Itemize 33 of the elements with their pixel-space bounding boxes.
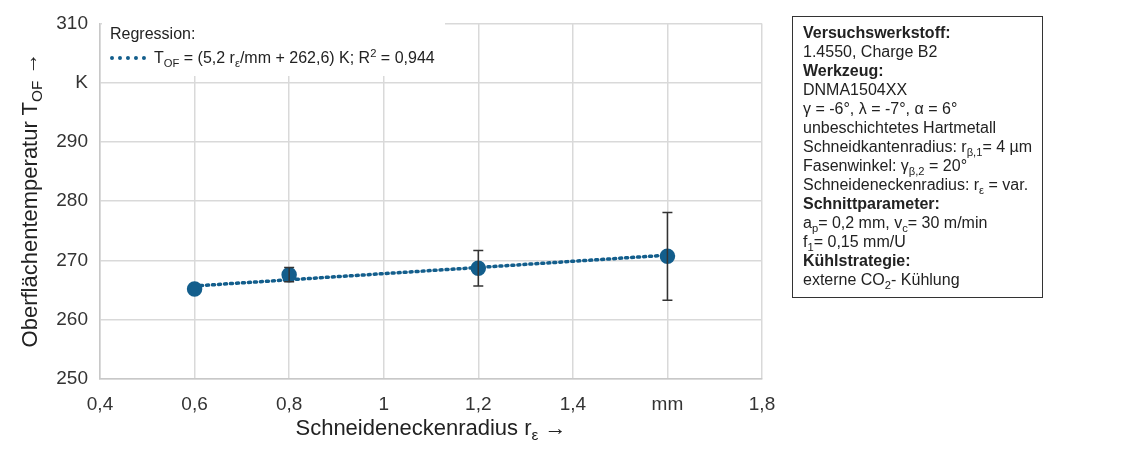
text: γ = -6°, λ = -7°, α = 6° — [803, 99, 959, 118]
y-tick-label: 270 — [56, 248, 88, 270]
text: Werkzeug: — [803, 61, 885, 80]
x-tick-label: 0,6 — [181, 392, 208, 414]
x-tick-label: 1,2 — [465, 392, 492, 414]
y-tick-label: 290 — [56, 130, 88, 152]
x-tick-label: 0,8 — [275, 392, 303, 414]
y-tick-label: K — [75, 70, 89, 92]
y-tick-label: 310 — [56, 11, 88, 33]
text: Schneideneckenradius: r$_{ε}$ = var. — [803, 176, 1030, 197]
text: Schnittparameter: — [803, 195, 940, 212]
x-tick-label: mm — [651, 392, 684, 414]
x-axis-title: Schneideneckenradius r$_{ε}$ → — [295, 415, 567, 444]
text: a$_{p}$= 0,2 mm, v$_{c}$= 30 m/min — [803, 213, 989, 235]
point — [186, 281, 203, 297]
legend-label: T$_{OF}$ = (5,2 r$_{ε}$/mm + 262,6) K; R$^{2}$ = 0,944 — [154, 46, 435, 70]
text: unbeschichtetes Hartmetall — [803, 118, 997, 137]
text: Schneidkantenradius: r$_{β,1}$= 4 µm — [803, 137, 1033, 159]
text: f$_{1}$= 0,15 mm/U — [803, 233, 907, 254]
text: Fasenwinkel: γ$_{β,2}$ = 20° — [803, 157, 968, 178]
text: Kühlstrategie: — [803, 251, 912, 270]
x-tick-label: 0,4 — [86, 392, 114, 414]
text: DNMA1504XX — [803, 80, 909, 99]
y-tick-label: 260 — [56, 307, 88, 329]
y-tick-label: 250 — [56, 367, 88, 389]
y-tick-label: 280 — [56, 189, 88, 211]
x-tick-label: 1,4 — [559, 392, 587, 414]
text: externe CO$_{2}$- Kühlung — [803, 270, 961, 292]
legend-title: Regression: — [110, 24, 197, 44]
text: 1.4550, Charge B2 — [803, 42, 939, 61]
x-tick-label: 1,8 — [748, 392, 776, 414]
x-tick-label: 1 — [378, 392, 389, 414]
text: Versuchswerkstoff: — [803, 23, 952, 42]
